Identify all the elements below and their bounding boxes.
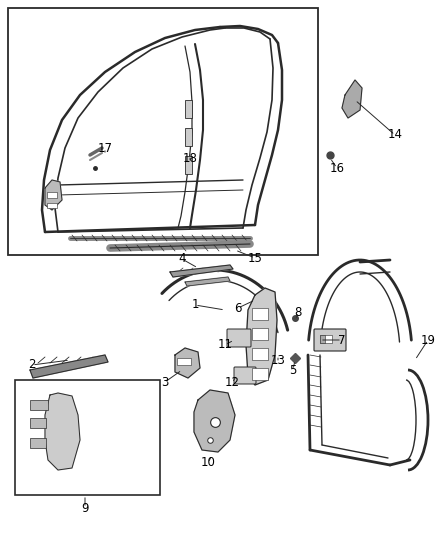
Text: 18: 18 — [183, 151, 198, 165]
Text: 13: 13 — [271, 353, 286, 367]
Bar — [252, 328, 268, 340]
Bar — [30, 418, 46, 428]
Polygon shape — [185, 277, 230, 286]
Bar — [320, 335, 332, 343]
Polygon shape — [45, 393, 80, 470]
Text: 3: 3 — [161, 376, 169, 389]
Text: 12: 12 — [225, 376, 240, 390]
FancyBboxPatch shape — [234, 367, 256, 384]
Bar — [30, 400, 48, 410]
Text: 16: 16 — [329, 161, 345, 174]
Text: 11: 11 — [218, 338, 233, 351]
Text: 7: 7 — [338, 334, 346, 346]
Bar — [320, 335, 325, 343]
Text: 10: 10 — [201, 456, 215, 470]
Bar — [185, 156, 192, 174]
Text: 8: 8 — [294, 305, 302, 319]
Bar — [185, 100, 192, 118]
Text: 4: 4 — [178, 253, 186, 265]
Text: 14: 14 — [388, 128, 403, 141]
Polygon shape — [45, 180, 62, 210]
Bar — [8, 8, 318, 255]
Bar — [15, 380, 160, 495]
Bar — [252, 308, 268, 320]
Text: 5: 5 — [290, 364, 297, 376]
Bar — [252, 368, 268, 380]
Text: 19: 19 — [420, 334, 435, 346]
Polygon shape — [246, 288, 277, 385]
Polygon shape — [175, 348, 200, 378]
Text: 1: 1 — [191, 298, 199, 311]
Polygon shape — [194, 390, 235, 452]
Text: 9: 9 — [81, 502, 89, 514]
FancyBboxPatch shape — [314, 329, 346, 351]
Polygon shape — [30, 355, 108, 378]
Bar — [252, 348, 268, 360]
Polygon shape — [170, 265, 233, 277]
Text: 6: 6 — [234, 302, 242, 314]
Bar — [177, 358, 191, 365]
Bar — [47, 192, 57, 198]
Polygon shape — [342, 80, 362, 118]
FancyBboxPatch shape — [227, 329, 251, 347]
Text: 15: 15 — [247, 252, 262, 264]
Bar — [185, 128, 192, 146]
Text: 2: 2 — [28, 359, 36, 372]
Text: 17: 17 — [98, 141, 113, 155]
Bar — [30, 438, 46, 448]
Bar — [47, 203, 57, 208]
